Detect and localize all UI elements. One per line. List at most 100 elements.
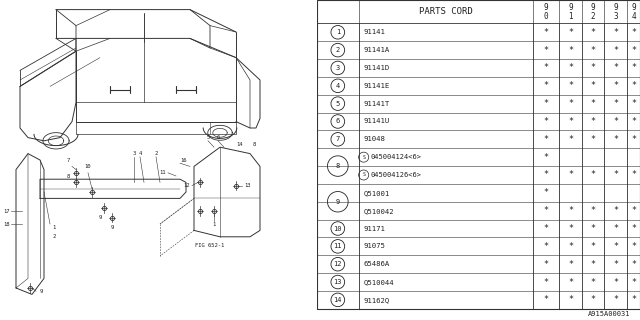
Text: 9: 9 bbox=[110, 225, 114, 230]
Text: 9: 9 bbox=[99, 215, 102, 220]
Text: S: S bbox=[362, 172, 365, 178]
Text: *: * bbox=[568, 206, 573, 215]
Text: 8: 8 bbox=[336, 163, 340, 169]
Text: *: * bbox=[591, 63, 596, 72]
Text: PARTS CORD: PARTS CORD bbox=[419, 7, 473, 16]
Text: *: * bbox=[544, 135, 548, 144]
Text: *: * bbox=[544, 81, 548, 90]
Text: 3: 3 bbox=[132, 151, 136, 156]
Text: *: * bbox=[631, 242, 636, 251]
Text: *: * bbox=[591, 46, 596, 55]
Text: *: * bbox=[613, 46, 618, 55]
Text: *: * bbox=[631, 224, 636, 233]
Text: *: * bbox=[631, 260, 636, 269]
Text: *: * bbox=[591, 81, 596, 90]
Text: *: * bbox=[613, 171, 618, 180]
Text: *: * bbox=[568, 46, 573, 55]
Text: 14: 14 bbox=[237, 141, 243, 147]
Text: 5: 5 bbox=[336, 100, 340, 107]
Text: 9
3: 9 3 bbox=[614, 3, 618, 21]
Text: *: * bbox=[631, 135, 636, 144]
Text: 2: 2 bbox=[336, 47, 340, 53]
Text: *: * bbox=[613, 295, 618, 304]
Text: 91048: 91048 bbox=[364, 136, 385, 142]
Text: Q51001: Q51001 bbox=[364, 190, 390, 196]
Text: *: * bbox=[591, 135, 596, 144]
Text: *: * bbox=[631, 117, 636, 126]
Text: *: * bbox=[544, 260, 548, 269]
Text: 11: 11 bbox=[333, 243, 342, 249]
Text: 91141A: 91141A bbox=[364, 47, 390, 53]
Text: *: * bbox=[544, 99, 548, 108]
Text: *: * bbox=[568, 135, 573, 144]
Text: 8: 8 bbox=[252, 141, 255, 147]
Text: 9
4: 9 4 bbox=[631, 3, 636, 21]
Text: 12: 12 bbox=[333, 261, 342, 267]
Text: *: * bbox=[544, 46, 548, 55]
Text: *: * bbox=[544, 63, 548, 72]
Text: 16: 16 bbox=[180, 157, 186, 163]
Text: *: * bbox=[544, 171, 548, 180]
Text: *: * bbox=[568, 277, 573, 286]
Text: *: * bbox=[613, 224, 618, 233]
Text: *: * bbox=[613, 117, 618, 126]
Text: 1: 1 bbox=[212, 221, 216, 227]
Text: 65486A: 65486A bbox=[364, 261, 390, 267]
Text: 17: 17 bbox=[3, 209, 10, 214]
Text: *: * bbox=[631, 99, 636, 108]
Text: 9: 9 bbox=[40, 289, 44, 294]
Text: *: * bbox=[613, 277, 618, 286]
Text: *: * bbox=[591, 28, 596, 37]
Text: 14: 14 bbox=[333, 297, 342, 303]
Text: *: * bbox=[631, 46, 636, 55]
Text: 045004126<6>: 045004126<6> bbox=[370, 172, 421, 178]
Text: 9
2: 9 2 bbox=[591, 3, 595, 21]
Text: 5: 5 bbox=[206, 135, 210, 140]
Text: 045004124<6>: 045004124<6> bbox=[370, 154, 421, 160]
Text: *: * bbox=[591, 260, 596, 269]
Text: 4: 4 bbox=[336, 83, 340, 89]
Text: 91141E: 91141E bbox=[364, 83, 390, 89]
Text: *: * bbox=[568, 260, 573, 269]
Text: 91141D: 91141D bbox=[364, 65, 390, 71]
Text: 12: 12 bbox=[184, 183, 190, 188]
Text: Q510044: Q510044 bbox=[364, 279, 394, 285]
Text: 18: 18 bbox=[3, 221, 10, 227]
Text: *: * bbox=[613, 99, 618, 108]
Text: 1: 1 bbox=[336, 29, 340, 35]
Text: *: * bbox=[591, 224, 596, 233]
Text: *: * bbox=[631, 63, 636, 72]
Text: 9: 9 bbox=[336, 199, 340, 205]
Text: 10: 10 bbox=[333, 226, 342, 231]
Text: *: * bbox=[544, 295, 548, 304]
Text: *: * bbox=[613, 260, 618, 269]
Text: 91162Q: 91162Q bbox=[364, 297, 390, 303]
Text: *: * bbox=[591, 295, 596, 304]
Text: FIG 652-1: FIG 652-1 bbox=[195, 243, 225, 248]
Text: *: * bbox=[631, 295, 636, 304]
Text: 1: 1 bbox=[52, 225, 56, 230]
Text: *: * bbox=[544, 117, 548, 126]
Text: *: * bbox=[568, 295, 573, 304]
Text: *: * bbox=[568, 242, 573, 251]
Text: 7: 7 bbox=[336, 136, 340, 142]
Text: *: * bbox=[631, 206, 636, 215]
Text: *: * bbox=[544, 224, 548, 233]
Text: 10: 10 bbox=[84, 164, 92, 169]
Text: *: * bbox=[544, 277, 548, 286]
Text: *: * bbox=[568, 28, 573, 37]
Text: 9
1: 9 1 bbox=[568, 3, 573, 21]
Text: 7: 7 bbox=[67, 157, 70, 163]
Text: *: * bbox=[568, 171, 573, 180]
Text: *: * bbox=[591, 277, 596, 286]
Text: *: * bbox=[544, 206, 548, 215]
Text: *: * bbox=[568, 63, 573, 72]
Text: *: * bbox=[568, 224, 573, 233]
Text: *: * bbox=[568, 99, 573, 108]
Text: 6: 6 bbox=[216, 135, 220, 140]
Text: 91141U: 91141U bbox=[364, 118, 390, 124]
Text: Q510042: Q510042 bbox=[364, 208, 394, 214]
Text: *: * bbox=[568, 81, 573, 90]
Text: *: * bbox=[631, 81, 636, 90]
Text: *: * bbox=[613, 206, 618, 215]
